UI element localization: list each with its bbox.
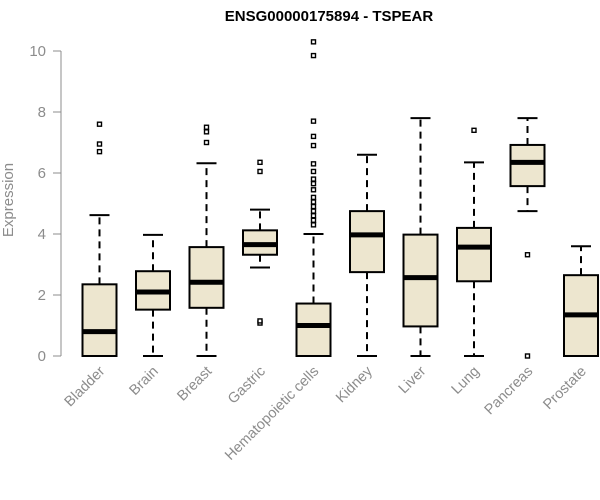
outlier-point [203,124,210,130]
x-tick-label: Gastric [225,364,269,408]
box-group-bladder [81,121,118,358]
box-group-gastric [242,159,278,326]
box-group-lung [456,127,492,357]
x-tick-label: Liver [396,363,430,397]
outlier-point [310,39,317,45]
y-axis-label: Expression [0,163,17,237]
outlier-point [310,208,317,214]
outlier-point [96,141,103,147]
iqr-box [295,302,332,358]
x-tick-label: Breast [174,364,215,405]
outlier-point [310,168,317,175]
iqr-box [402,233,439,328]
x-tick-label: Lung [449,364,483,398]
outlier-point [310,222,317,228]
outlier-point [310,142,317,149]
outlier-point [310,212,317,219]
box-group-kidney [349,153,385,357]
x-tick-label: Pancreas [482,364,537,419]
chart-title: ENSG00000175894 - TSPEAR [225,8,434,25]
outlier-point [310,161,317,167]
x-tick-label: Hematopoietic cells [222,364,322,464]
outlier-point [310,52,317,59]
x-tick-label: Brain [127,364,162,399]
outlier-point [310,217,317,223]
x-tick-label: Prostate [540,364,589,413]
box-group-brain [135,233,171,357]
iqr-box [456,226,492,283]
outlier-point [310,118,317,124]
outlier-point [310,187,317,193]
box-group-hematopoietic-cells [295,39,332,358]
outlier-point [96,121,103,127]
boxes [81,39,599,359]
outlier-point [257,168,263,175]
outlier-point [310,203,317,210]
box-group-prostate [563,245,599,357]
y-tick-label: 6 [38,165,46,182]
y-tick-label: 2 [38,287,46,304]
outlier-point [310,176,317,182]
iqr-box [349,210,385,274]
y-tick-label: 8 [38,104,46,121]
x-tick-label: Bladder [62,363,109,410]
y-tick-label: 4 [38,226,46,243]
outlier-point [524,252,531,258]
outlier-point [310,180,317,187]
y-tick-label: 0 [38,348,46,365]
y-tick-label: 10 [29,43,46,60]
y-axis: 0 2 4 6 8 10 [29,43,62,365]
outlier-point [203,139,210,146]
iqr-box [188,246,225,309]
outlier-point [96,148,103,155]
outlier-point [310,133,317,140]
outlier-point [257,159,263,166]
iqr-box [509,143,546,188]
outlier-point [524,353,531,359]
box-group-breast [188,124,225,357]
outlier-point [310,194,317,201]
outlier-point [310,199,317,205]
iqr-box [81,283,118,358]
box-group-liver [402,117,439,357]
box-group-pancreas [509,117,546,359]
x-tick-label: Kidney [333,363,376,406]
outlier-point [203,129,210,135]
outlier-point [471,127,477,134]
outlier-point [257,318,263,324]
